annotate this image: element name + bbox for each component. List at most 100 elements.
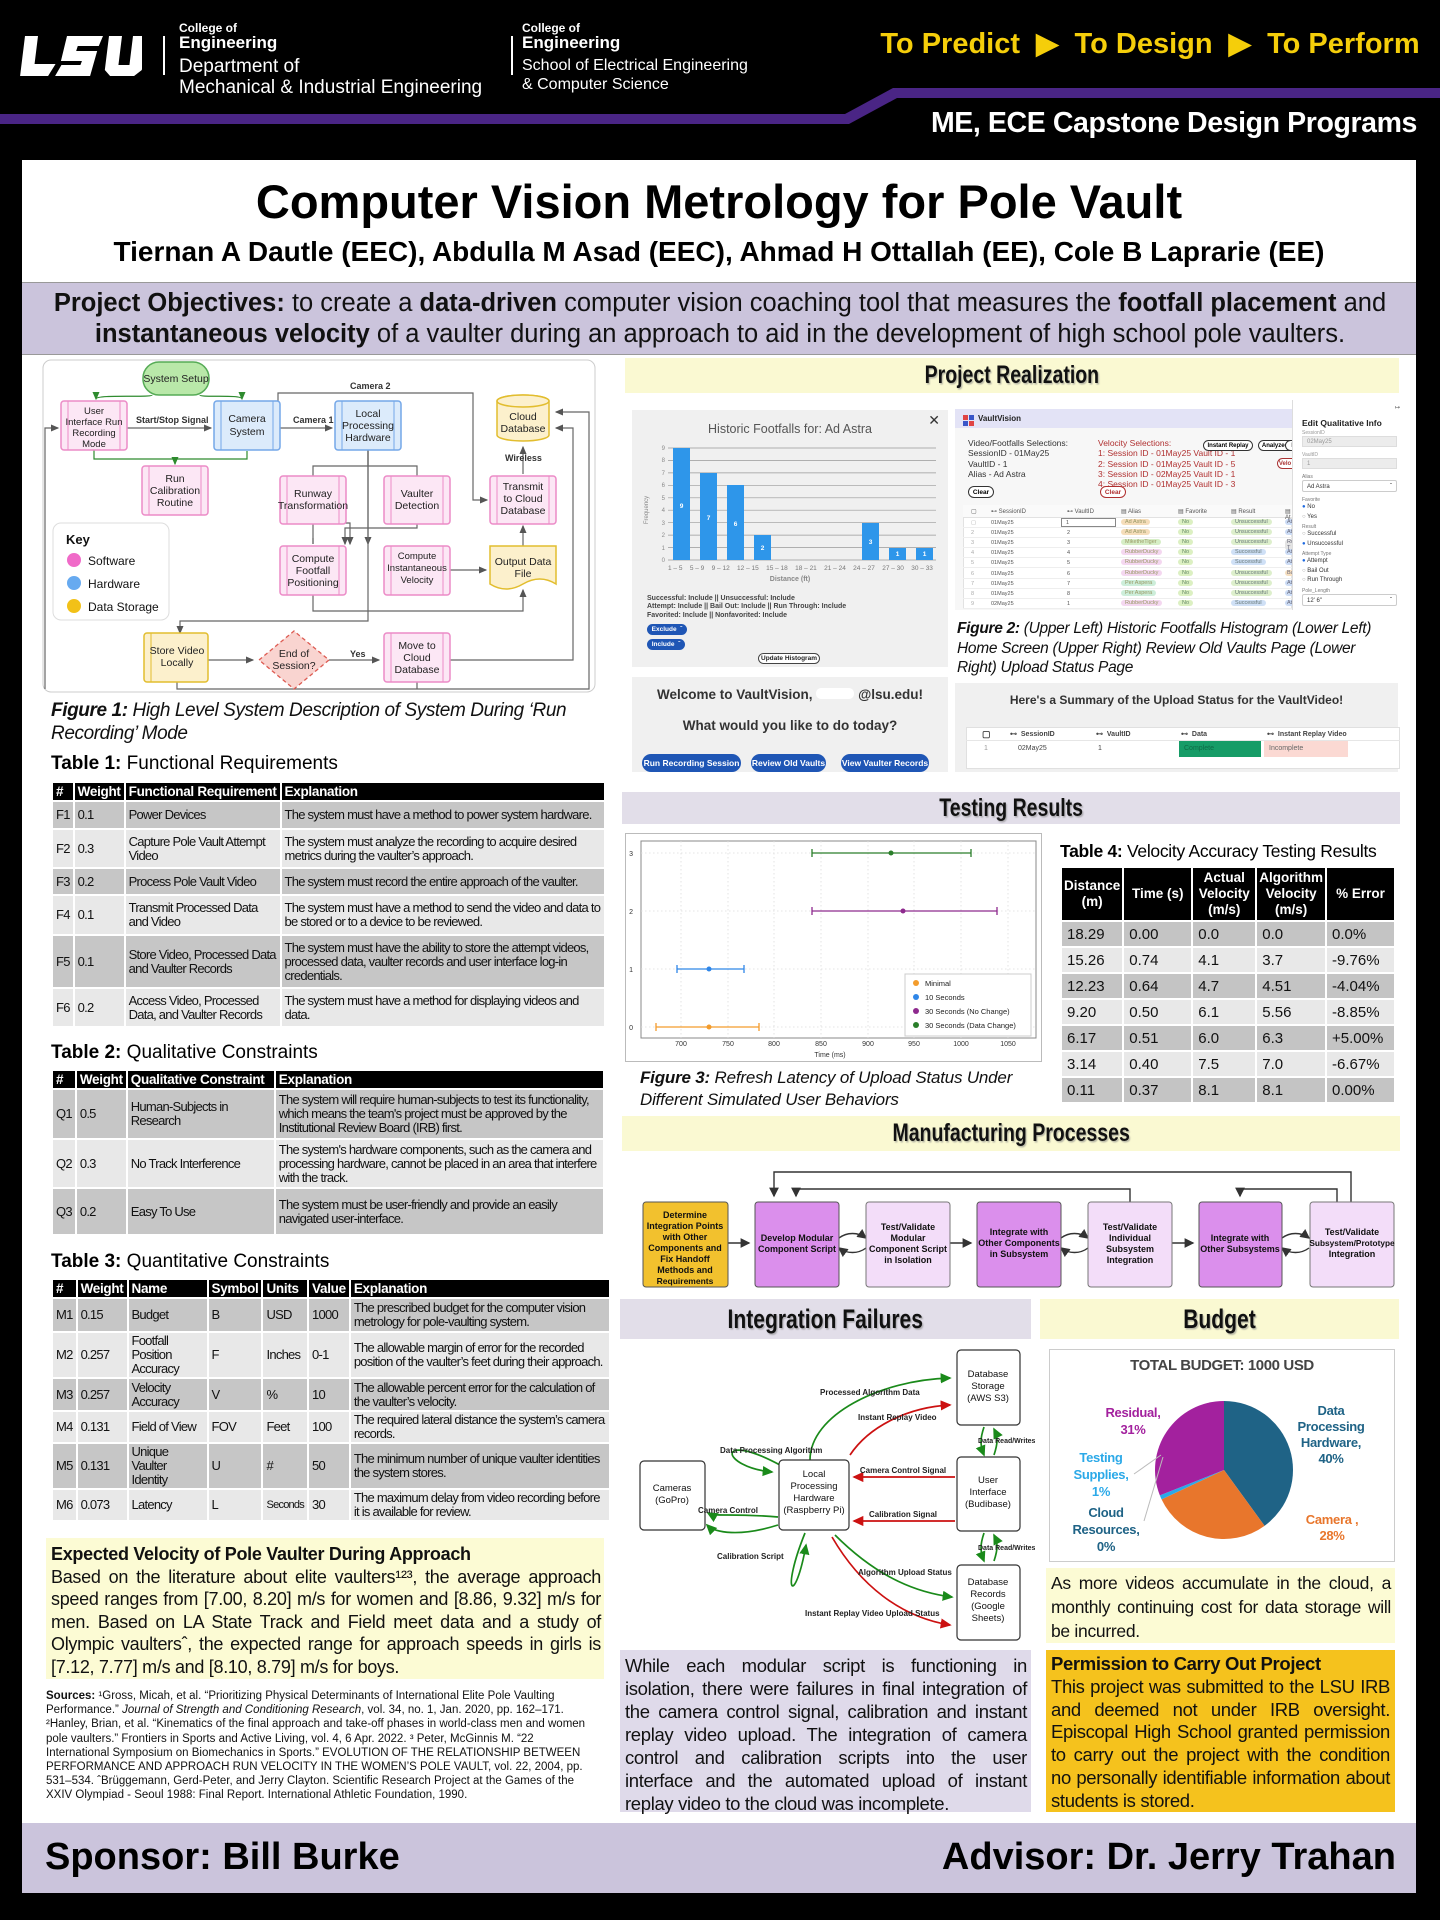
svg-text:Minimal: Minimal xyxy=(925,979,951,988)
svg-text:Camera 1: Camera 1 xyxy=(293,415,334,425)
svg-text:Component Script: Component Script xyxy=(869,1244,947,1254)
svg-text:Data Processing Algorithm: Data Processing Algorithm xyxy=(720,1446,822,1455)
svg-text:Subsystem: Subsystem xyxy=(1106,1244,1154,1254)
svg-text:(Raspberry Pi): (Raspberry Pi) xyxy=(783,1505,844,1516)
svg-text:Processed Algorithm Data: Processed Algorithm Data xyxy=(820,1388,920,1397)
svg-text:Camera Control Signal: Camera Control Signal xyxy=(860,1466,946,1475)
svg-text:700: 700 xyxy=(675,1041,687,1048)
svg-text:31%: 31% xyxy=(1120,1422,1146,1437)
svg-text:Test/Validate: Test/Validate xyxy=(1325,1227,1379,1237)
svg-text:Recording: Recording xyxy=(72,428,115,439)
svg-text:Resources,: Resources, xyxy=(1072,1522,1139,1537)
svg-text:Routine: Routine xyxy=(157,497,193,509)
svg-text:3: 3 xyxy=(662,521,666,527)
svg-text:4: 4 xyxy=(662,508,666,514)
svg-text:Local: Local xyxy=(355,408,380,420)
svg-text:Session?: Session? xyxy=(272,660,315,672)
svg-text:in Subsystem: in Subsystem xyxy=(990,1249,1049,1259)
svg-text:Processing: Processing xyxy=(1297,1419,1364,1434)
svg-text:Move to: Move to xyxy=(398,640,436,652)
svg-text:End of: End of xyxy=(279,648,309,660)
svg-text:Cameras: Cameras xyxy=(653,1483,692,1494)
svg-text:Store Video: Store Video xyxy=(150,645,205,657)
svg-text:3: 3 xyxy=(629,851,633,858)
svg-text:Cloud: Cloud xyxy=(509,411,537,423)
svg-text:Data Read/Writes: Data Read/Writes xyxy=(978,1438,1035,1445)
svg-text:Cloud: Cloud xyxy=(1088,1505,1124,1520)
svg-text:1: 1 xyxy=(629,967,633,974)
svg-text:Component Script: Component Script xyxy=(758,1244,836,1254)
svg-text:Supplies,: Supplies, xyxy=(1073,1467,1128,1482)
svg-text:Storage: Storage xyxy=(971,1381,1004,1392)
svg-text:9: 9 xyxy=(680,503,684,510)
svg-text:Mode: Mode xyxy=(82,439,106,450)
svg-text:Test/Validate: Test/Validate xyxy=(881,1222,935,1232)
svg-text:Vaulter: Vaulter xyxy=(401,488,434,500)
svg-text:Positioning: Positioning xyxy=(287,577,339,589)
svg-text:User: User xyxy=(84,406,104,417)
svg-text:Other Subsystems: Other Subsystems xyxy=(1200,1244,1280,1254)
svg-text:Time (ms): Time (ms) xyxy=(814,1052,845,1059)
svg-text:1: 1 xyxy=(896,551,900,558)
svg-text:Software: Software xyxy=(88,554,136,568)
svg-text:Modular: Modular xyxy=(891,1233,926,1243)
svg-text:1%: 1% xyxy=(1092,1484,1111,1499)
svg-text:Components and: Components and xyxy=(648,1243,722,1253)
svg-text:Instantaneous: Instantaneous xyxy=(387,563,447,574)
svg-text:30 Seconds (Data Change): 30 Seconds (Data Change) xyxy=(925,1021,1016,1030)
svg-text:Individual: Individual xyxy=(1109,1233,1151,1243)
svg-text:Hardware,: Hardware, xyxy=(1301,1435,1361,1450)
svg-text:Integration: Integration xyxy=(1329,1249,1376,1259)
svg-text:Run: Run xyxy=(165,473,184,485)
svg-text:40%: 40% xyxy=(1318,1451,1344,1466)
svg-text:7: 7 xyxy=(662,471,666,477)
svg-text:Sheets): Sheets) xyxy=(972,1613,1005,1624)
svg-text:Instant Replay Video: Instant Replay Video xyxy=(858,1413,937,1422)
svg-text:Methods and: Methods and xyxy=(657,1265,713,1275)
svg-text:750: 750 xyxy=(722,1041,734,1048)
svg-text:6: 6 xyxy=(662,483,666,489)
svg-text:to Cloud: to Cloud xyxy=(503,493,542,505)
svg-text:Residual,: Residual, xyxy=(1105,1405,1160,1420)
svg-text:Runway: Runway xyxy=(294,488,333,500)
svg-text:Detection: Detection xyxy=(395,500,440,512)
svg-text:Yes: Yes xyxy=(350,649,366,659)
svg-text:10 Seconds: 10 Seconds xyxy=(925,993,965,1002)
svg-text:Hardware: Hardware xyxy=(345,432,391,444)
svg-text:5: 5 xyxy=(662,496,666,502)
svg-text:950: 950 xyxy=(908,1041,920,1048)
svg-text:28%: 28% xyxy=(1319,1528,1345,1543)
svg-text:Subsystem/Prototype: Subsystem/Prototype xyxy=(1309,1238,1395,1248)
svg-text:Key: Key xyxy=(66,532,91,547)
svg-text:Determine: Determine xyxy=(663,1210,707,1220)
svg-text:Integration: Integration xyxy=(1107,1255,1154,1265)
svg-text:900: 900 xyxy=(862,1041,874,1048)
svg-text:User: User xyxy=(978,1475,998,1486)
svg-text:in Isolation: in Isolation xyxy=(884,1255,932,1265)
svg-text:Locally: Locally xyxy=(161,657,194,669)
svg-text:Other Components: Other Components xyxy=(978,1238,1060,1248)
svg-text:1000: 1000 xyxy=(953,1041,969,1048)
svg-text:Develop Modular: Develop Modular xyxy=(761,1233,834,1243)
svg-text:Interface: Interface xyxy=(970,1487,1007,1498)
svg-text:Data: Data xyxy=(1318,1403,1346,1418)
svg-text:2: 2 xyxy=(662,533,666,539)
svg-text:Camera ,: Camera , xyxy=(1306,1512,1359,1527)
svg-text:(GoPro): (GoPro) xyxy=(655,1495,689,1506)
svg-text:Processing: Processing xyxy=(791,1481,838,1492)
svg-text:Integration Points: Integration Points xyxy=(647,1221,724,1231)
svg-text:Camera Control: Camera Control xyxy=(698,1506,758,1515)
svg-text:Frequency: Frequency xyxy=(644,496,650,524)
svg-text:Requirements: Requirements xyxy=(657,1276,714,1286)
svg-text:Testing: Testing xyxy=(1079,1450,1123,1465)
svg-text:Wireless: Wireless xyxy=(505,453,542,463)
svg-text:6: 6 xyxy=(734,521,738,528)
svg-text:850: 850 xyxy=(815,1041,827,1048)
svg-text:800: 800 xyxy=(768,1041,780,1048)
svg-text:(Google: (Google xyxy=(971,1601,1005,1612)
svg-text:2: 2 xyxy=(629,909,633,916)
svg-text:Output Data: Output Data xyxy=(495,556,552,568)
svg-text:Database: Database xyxy=(968,1369,1009,1380)
svg-text:Start/Stop Signal: Start/Stop Signal xyxy=(136,415,209,425)
svg-text:0: 0 xyxy=(662,558,666,562)
